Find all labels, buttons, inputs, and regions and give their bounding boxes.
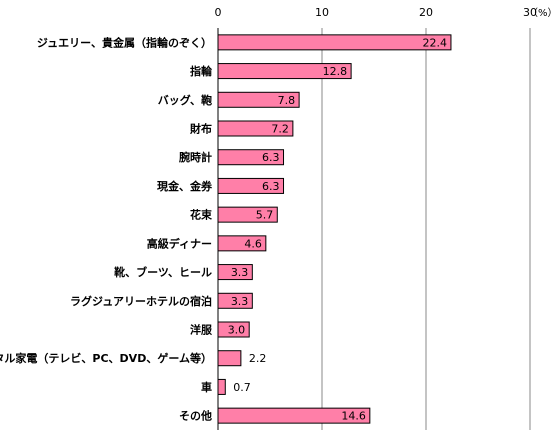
unit-label: （%） bbox=[528, 7, 558, 19]
category-labels: ジュエリー、貴金属（指輪のぞく） 指輪バッグ、鞄財布腕時計現金、金券花束高級ディナ… bbox=[0, 35, 213, 422]
bar bbox=[217, 350, 242, 367]
grid-lines bbox=[321, 28, 531, 430]
bar bbox=[217, 34, 452, 51]
category-label: 洋服 bbox=[190, 323, 213, 337]
x-tick-label: 30 bbox=[523, 6, 537, 19]
category-label: 現金、金券 bbox=[157, 179, 213, 193]
bar bbox=[217, 378, 226, 395]
category-label: 高級ディナー bbox=[147, 236, 212, 250]
value-labels: 22.4 12.8 7.8 7.2 6.3 6.3 5.7 4.6 3.3 3.3 3.0 2.2 0.… bbox=[228, 36, 447, 422]
category-label: その他 bbox=[179, 409, 212, 423]
category-label: バッグ、鞄 bbox=[158, 93, 212, 107]
value-label: 14.6 bbox=[341, 410, 366, 423]
value-label: 12.8 bbox=[323, 65, 348, 78]
value-label: 5.7 bbox=[256, 209, 274, 222]
category-label: 財布 bbox=[189, 122, 212, 136]
category-label: 指輪 bbox=[190, 64, 213, 78]
value-label: 4.6 bbox=[244, 237, 262, 250]
value-label: 7.2 bbox=[271, 123, 289, 136]
x-tick-label: 20 bbox=[419, 6, 433, 19]
value-label: 3.0 bbox=[228, 324, 246, 337]
category-label: 花束 bbox=[190, 208, 213, 222]
value-label: 3.3 bbox=[231, 266, 249, 279]
value-label: 6.3 bbox=[262, 151, 280, 164]
category-label: 腕時計 bbox=[179, 150, 212, 164]
value-label: 22.4 bbox=[422, 36, 447, 49]
x-tick-label: 0 bbox=[215, 6, 222, 19]
category-label: 車 bbox=[201, 380, 212, 394]
value-label: 6.3 bbox=[262, 180, 280, 193]
value-label: 2.2 bbox=[249, 352, 267, 365]
value-label: 3.3 bbox=[231, 295, 249, 308]
value-label: 7.8 bbox=[278, 94, 296, 107]
category-label: ラグジュアリーホテルの宿泊 bbox=[70, 294, 212, 308]
category-label: デジタル家電（テレビ、PC、DVD、ゲーム等） bbox=[0, 351, 212, 365]
category-label: 靴、ブーツ、ヒール bbox=[114, 265, 212, 279]
x-axis-ticks: 0 10 20 30 bbox=[215, 6, 538, 19]
value-label: 0.7 bbox=[233, 381, 251, 394]
x-tick-label: 10 bbox=[315, 6, 329, 19]
category-label: ジュエリー、貴金属（指輪のぞく） bbox=[37, 35, 212, 49]
